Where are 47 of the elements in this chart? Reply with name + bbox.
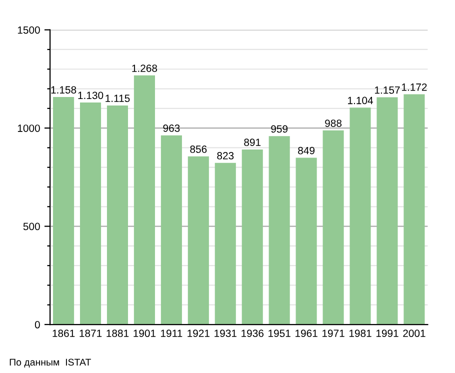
- data-label: 1.268: [132, 64, 158, 72]
- data-label: 1.104: [348, 96, 373, 104]
- text: По данным ISTAT: [10, 358, 91, 368]
- bar: [296, 158, 317, 325]
- data-label: 823: [217, 152, 234, 160]
- data-label: 959: [271, 125, 288, 133]
- data-label: 988: [325, 120, 342, 127]
- x-tick-label: 1981: [349, 330, 372, 338]
- bar: [134, 75, 155, 325]
- data-label: 1.158: [51, 86, 76, 94]
- bar: [242, 149, 263, 325]
- x-tick-label: 1861: [52, 330, 75, 338]
- x-tick-label: 1901: [134, 330, 156, 338]
- data-label: 849: [298, 146, 315, 154]
- x-tick-label: 1881: [106, 330, 129, 338]
- bar: [188, 156, 209, 325]
- x-tick-label: 1991: [376, 330, 398, 338]
- y-tick-label: 1000: [18, 124, 40, 132]
- x-tick-label: 1931: [214, 330, 236, 338]
- bar: [214, 162, 236, 325]
- data-label: 1.130: [78, 92, 104, 100]
- x-tick-label: 1971: [322, 330, 344, 338]
- x-tick-label: 1936: [242, 330, 264, 338]
- data-label: 963: [163, 124, 180, 132]
- x-tick-label: 1961: [296, 330, 318, 338]
- bar: [322, 130, 344, 325]
- bar: [80, 102, 102, 325]
- x-tick-label: 1951: [268, 330, 290, 338]
- x-tick-label: 2001: [403, 330, 426, 338]
- bar: [376, 97, 398, 325]
- y-tick-label: 1500: [18, 26, 40, 34]
- data-label: 891: [244, 138, 261, 146]
- x-tick-label: 1921: [188, 330, 210, 338]
- bar: [53, 97, 74, 325]
- bar: [404, 94, 425, 325]
- bar: [268, 136, 290, 325]
- y-tick-label: 500: [23, 222, 40, 230]
- bar: [350, 108, 371, 325]
- data-label: 1.172: [402, 83, 427, 91]
- bar: [160, 135, 182, 325]
- data-label: 1.115: [106, 94, 130, 102]
- bar: [106, 105, 128, 325]
- data-label: 856: [190, 146, 207, 153]
- data-label: 1.157: [375, 86, 400, 94]
- x-tick-label: 1871: [80, 330, 102, 338]
- y-tick-label: 0: [34, 321, 40, 328]
- x-tick-label: 1911: [161, 330, 182, 338]
